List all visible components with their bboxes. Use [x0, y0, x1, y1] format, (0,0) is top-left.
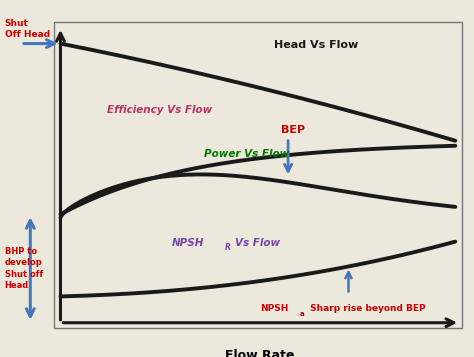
Text: Vs Flow: Vs Flow — [235, 237, 280, 247]
Text: NPSH: NPSH — [260, 304, 289, 313]
Text: Efficiency Vs Flow: Efficiency Vs Flow — [107, 105, 212, 115]
Text: BHP to
develop
Shut off
Head: BHP to develop Shut off Head — [5, 247, 43, 290]
Text: a: a — [300, 311, 304, 317]
Text: BEP: BEP — [281, 125, 305, 135]
Text: Shut
Off Head: Shut Off Head — [5, 19, 50, 39]
Text: NPSH: NPSH — [172, 237, 204, 247]
Text: R: R — [225, 243, 230, 252]
Text: Head Vs Flow: Head Vs Flow — [274, 40, 358, 50]
Text: Flow Rate: Flow Rate — [226, 349, 295, 357]
Text: Power Vs Flow: Power Vs Flow — [204, 149, 290, 159]
Text: Sharp rise beyond BEP: Sharp rise beyond BEP — [307, 304, 425, 313]
